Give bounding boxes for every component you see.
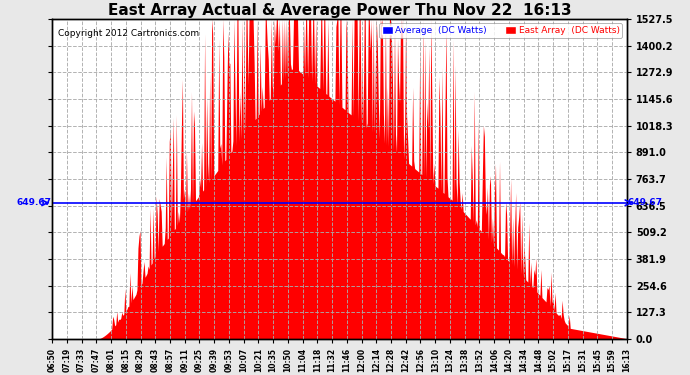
Legend: Average  (DC Watts), East Array  (DC Watts): Average (DC Watts), East Array (DC Watts… (379, 24, 622, 38)
Text: 649.67: 649.67 (628, 198, 663, 207)
Text: 649.67: 649.67 (17, 198, 52, 207)
Text: Copyright 2012 Cartronics.com: Copyright 2012 Cartronics.com (58, 28, 199, 38)
Title: East Array Actual & Average Power Thu Nov 22  16:13: East Array Actual & Average Power Thu No… (108, 3, 571, 18)
